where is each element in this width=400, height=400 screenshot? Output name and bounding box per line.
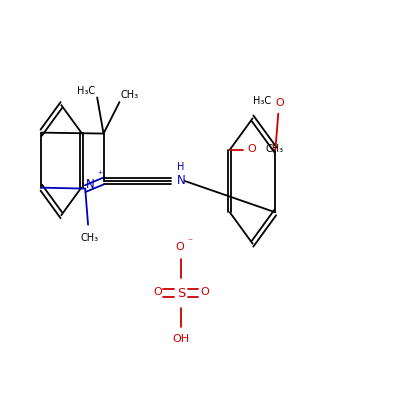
Text: ⁻: ⁻ bbox=[187, 238, 192, 248]
Text: N: N bbox=[86, 178, 95, 191]
Text: O: O bbox=[247, 144, 256, 154]
Text: O: O bbox=[200, 287, 209, 297]
Text: S: S bbox=[177, 286, 185, 300]
Text: ⁺: ⁺ bbox=[97, 170, 102, 180]
Text: O: O bbox=[275, 98, 284, 108]
Text: H₃C: H₃C bbox=[77, 86, 95, 96]
Text: H₃C: H₃C bbox=[253, 96, 271, 106]
Text: H: H bbox=[177, 162, 184, 172]
Text: N: N bbox=[176, 174, 185, 187]
Text: CH₃: CH₃ bbox=[120, 90, 138, 100]
Text: OH: OH bbox=[172, 334, 190, 344]
Text: CH₃: CH₃ bbox=[81, 234, 99, 244]
Text: CH₃: CH₃ bbox=[266, 144, 284, 154]
Text: O: O bbox=[175, 242, 184, 252]
Text: O: O bbox=[153, 287, 162, 297]
